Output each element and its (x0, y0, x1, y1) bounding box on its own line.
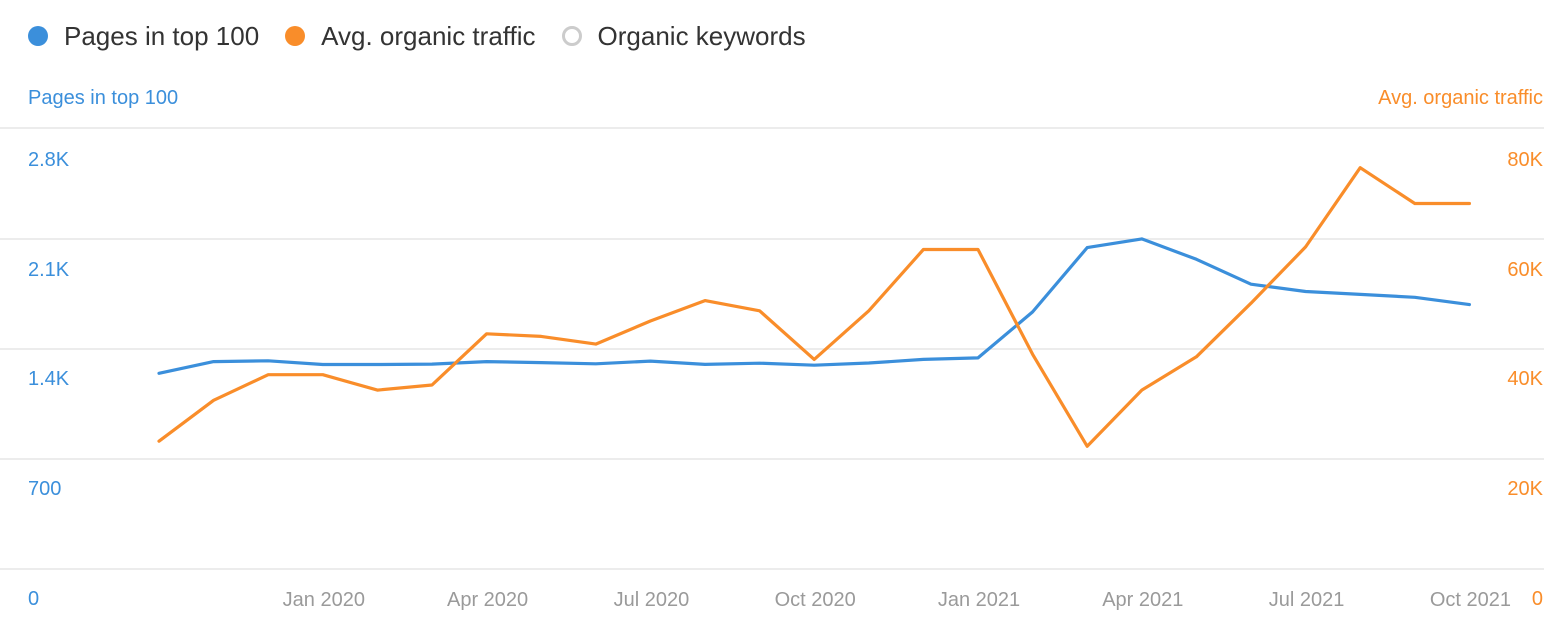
left-tick-label: 700 (28, 478, 61, 500)
x-tick-label: Apr 2021 (1102, 589, 1183, 611)
grid-lines (0, 127, 1544, 570)
left-axis-title: Pages in top 100 (28, 87, 178, 109)
filled-circle-icon (285, 26, 306, 46)
left-axis-ticks: 0 700 1.4K 2.1K 2.8K (28, 149, 70, 610)
x-tick-label: Oct 2021 (1430, 589, 1511, 611)
legend-label: Pages in top 100 (64, 20, 260, 51)
left-tick-label: 2.1K (28, 259, 70, 281)
right-tick-label: 60K (1507, 259, 1543, 281)
left-tick-label: 1.4K (28, 368, 70, 390)
right-tick-label: 0 (1532, 588, 1543, 610)
legend-item-avg-organic-traffic[interactable]: Avg. organic traffic (285, 20, 536, 52)
left-tick-label: 2.8K (28, 149, 70, 171)
legend-label: Organic keywords (597, 20, 806, 51)
x-tick-label: Oct 2020 (775, 589, 856, 611)
legend-item-pages-in-top-100[interactable]: Pages in top 100 (28, 21, 259, 52)
x-tick-label: Jul 2020 (614, 589, 690, 611)
right-tick-label: 80K (1507, 149, 1543, 171)
x-axis-ticks: Jan 2020 Apr 2020 Jul 2020 Oct 2020 Jan 2021… (283, 589, 1511, 611)
legend-label: Avg. organic traffic (321, 20, 536, 51)
x-tick-label: Jul 2021 (1269, 589, 1345, 611)
filled-circle-icon (28, 26, 48, 46)
left-tick-label: 0 (28, 588, 39, 610)
right-axis-title: Avg. organic traffic (1378, 87, 1543, 109)
series-line-pages-in-top-100 (157, 237, 1472, 375)
right-tick-label: 40K (1507, 368, 1543, 390)
chart-legend: Pages in top 100 Avg. organic traffic Or… (28, 16, 806, 56)
right-axis-ticks: 0 20K 40K 60K 80K (1507, 149, 1543, 610)
hollow-circle-icon (561, 26, 582, 46)
x-tick-label: Jan 2020 (283, 589, 365, 611)
series-line-avg-organic-traffic (157, 166, 1472, 448)
series-lines (157, 166, 1472, 448)
x-tick-label: Apr 2020 (447, 589, 528, 611)
right-tick-label: 20K (1507, 478, 1543, 500)
legend-item-organic-keywords[interactable]: Organic keywords (561, 20, 806, 52)
x-tick-label: Jan 2021 (938, 589, 1020, 611)
